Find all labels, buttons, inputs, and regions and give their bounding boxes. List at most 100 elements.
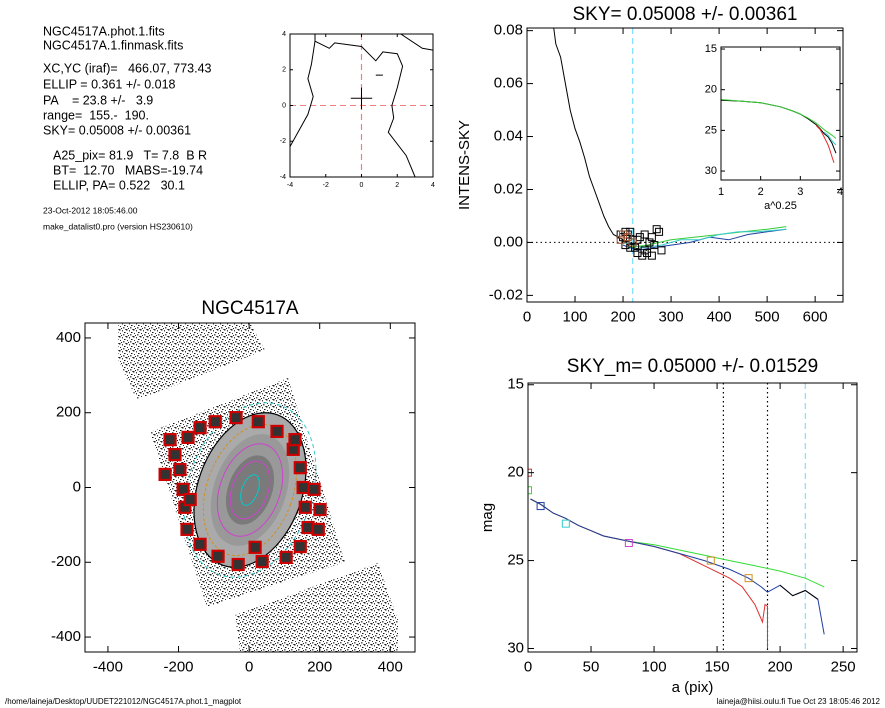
info-program: make_datalist0.pro (version HS230610) bbox=[43, 221, 193, 231]
marker bbox=[645, 238, 654, 247]
mask-box bbox=[193, 421, 207, 435]
info-date: 23-Oct-2012 18:05:46.00 bbox=[43, 205, 138, 215]
y-tick-label: -0.02 bbox=[489, 286, 523, 303]
mask-box bbox=[293, 539, 307, 554]
marker bbox=[633, 235, 642, 244]
data-line bbox=[823, 131, 837, 146]
marker bbox=[657, 246, 666, 255]
y-tick-label: 0.02 bbox=[494, 180, 523, 197]
mask-box bbox=[296, 480, 310, 495]
marker bbox=[621, 227, 630, 236]
x-tick-label: 200 bbox=[611, 308, 636, 325]
axes-frame bbox=[720, 46, 841, 181]
mask-box bbox=[255, 554, 269, 569]
data-line bbox=[553, 28, 648, 251]
data-line bbox=[721, 99, 837, 139]
mask-box bbox=[176, 482, 190, 496]
chart-title: SKY= 0.05008 +/- 0.00361 bbox=[572, 4, 797, 25]
mask-box bbox=[168, 448, 182, 462]
marker bbox=[628, 238, 637, 247]
y-axis-label: mag bbox=[479, 503, 496, 532]
info-line: BT= 12.70 MABS=-19.74 bbox=[53, 163, 203, 177]
axes-frame bbox=[527, 382, 858, 653]
y-tick-label: 0 bbox=[282, 102, 286, 109]
mask-box bbox=[208, 415, 222, 429]
footer-user: laineja@hiisi.oulu.fi Tue Oct 23 18:05:4… bbox=[717, 697, 881, 706]
y-tick-label: 25 bbox=[507, 552, 524, 569]
x-tick-label: 2 bbox=[758, 186, 764, 198]
y-tick-label: 30 bbox=[705, 165, 717, 177]
x-tick-label: 0 bbox=[524, 658, 532, 675]
data-line bbox=[815, 125, 835, 164]
info-line: NGC4517A.1.finmask.fits bbox=[43, 38, 183, 52]
x-tick-label: 0 bbox=[523, 308, 531, 325]
x-tick-label: -2 bbox=[323, 182, 329, 189]
mask-box bbox=[279, 550, 293, 565]
x-tick-label: 200 bbox=[768, 658, 793, 675]
x-tick-label: -400 bbox=[93, 658, 123, 675]
plot-area bbox=[290, 34, 433, 177]
x-tick-label: 4 bbox=[837, 186, 843, 198]
data-line bbox=[779, 584, 819, 600]
x-tick-label: 0 bbox=[360, 182, 364, 189]
y-axis-label: INTENS-SKY bbox=[456, 120, 473, 210]
info-line: PA = 23.8 +/- 3.9 bbox=[43, 93, 153, 107]
y-tick-label: 200 bbox=[56, 404, 81, 421]
mask-box bbox=[270, 424, 284, 439]
marker bbox=[631, 243, 640, 252]
mask-box bbox=[229, 410, 243, 425]
y-tick-label: 2 bbox=[282, 67, 286, 74]
mask-box bbox=[173, 462, 187, 477]
mask-box bbox=[181, 430, 195, 445]
y-tick-label: -2 bbox=[280, 138, 286, 145]
x-tick-label: 250 bbox=[831, 658, 856, 675]
mask-box bbox=[307, 482, 321, 496]
mask-box bbox=[183, 492, 197, 507]
x-tick-label: -4 bbox=[287, 182, 293, 189]
x-tick-label: 500 bbox=[755, 308, 780, 325]
plot-bg bbox=[721, 47, 840, 180]
mask-box bbox=[248, 540, 262, 554]
y-tick-label: -4 bbox=[280, 174, 286, 181]
y-tick-label: -400 bbox=[51, 628, 81, 645]
info-line: range= 155.- 190. bbox=[43, 108, 149, 122]
marker bbox=[536, 502, 545, 511]
x-tick-label: 200 bbox=[307, 658, 332, 675]
isophote bbox=[240, 474, 260, 506]
data-line bbox=[622, 228, 787, 249]
info-line: XC,YC (iraf)= 466.07, 773.43 bbox=[43, 61, 212, 75]
plot-area bbox=[158, 410, 327, 572]
galaxy-body bbox=[225, 455, 275, 525]
mask-box bbox=[163, 433, 177, 447]
y-tick-label: 15 bbox=[507, 376, 524, 393]
plot-area bbox=[528, 383, 857, 652]
marker bbox=[706, 556, 715, 565]
marker bbox=[643, 249, 652, 258]
mask-box bbox=[193, 537, 207, 551]
x-tick-label: 3 bbox=[797, 186, 803, 198]
marker bbox=[619, 230, 628, 239]
x-tick-label: 400 bbox=[707, 308, 732, 325]
marker bbox=[624, 538, 633, 547]
marker bbox=[650, 241, 659, 250]
marker bbox=[623, 233, 632, 242]
x-tick-label: 150 bbox=[705, 658, 730, 675]
chart-title: NGC4517A bbox=[201, 298, 298, 319]
info-line: NGC4517A.phot.1.fits bbox=[43, 24, 165, 38]
sky-strip bbox=[118, 323, 265, 400]
data-line bbox=[290, 34, 433, 177]
plot-bg bbox=[528, 383, 857, 652]
isophote bbox=[229, 460, 271, 520]
y-tick-label: 0.06 bbox=[494, 75, 523, 92]
x-tick-label: 100 bbox=[563, 308, 588, 325]
x-tick-label: 1 bbox=[718, 186, 724, 198]
galaxy bbox=[183, 402, 317, 578]
x-tick-label: 400 bbox=[378, 658, 403, 675]
chart-title: SKY_m= 0.05000 +/- 0.01529 bbox=[567, 356, 818, 377]
isophote bbox=[202, 423, 298, 557]
isophote bbox=[216, 443, 284, 537]
x-tick-label: 100 bbox=[642, 658, 667, 675]
x-axis-label: a (pix) bbox=[672, 679, 714, 696]
marker bbox=[640, 246, 649, 255]
